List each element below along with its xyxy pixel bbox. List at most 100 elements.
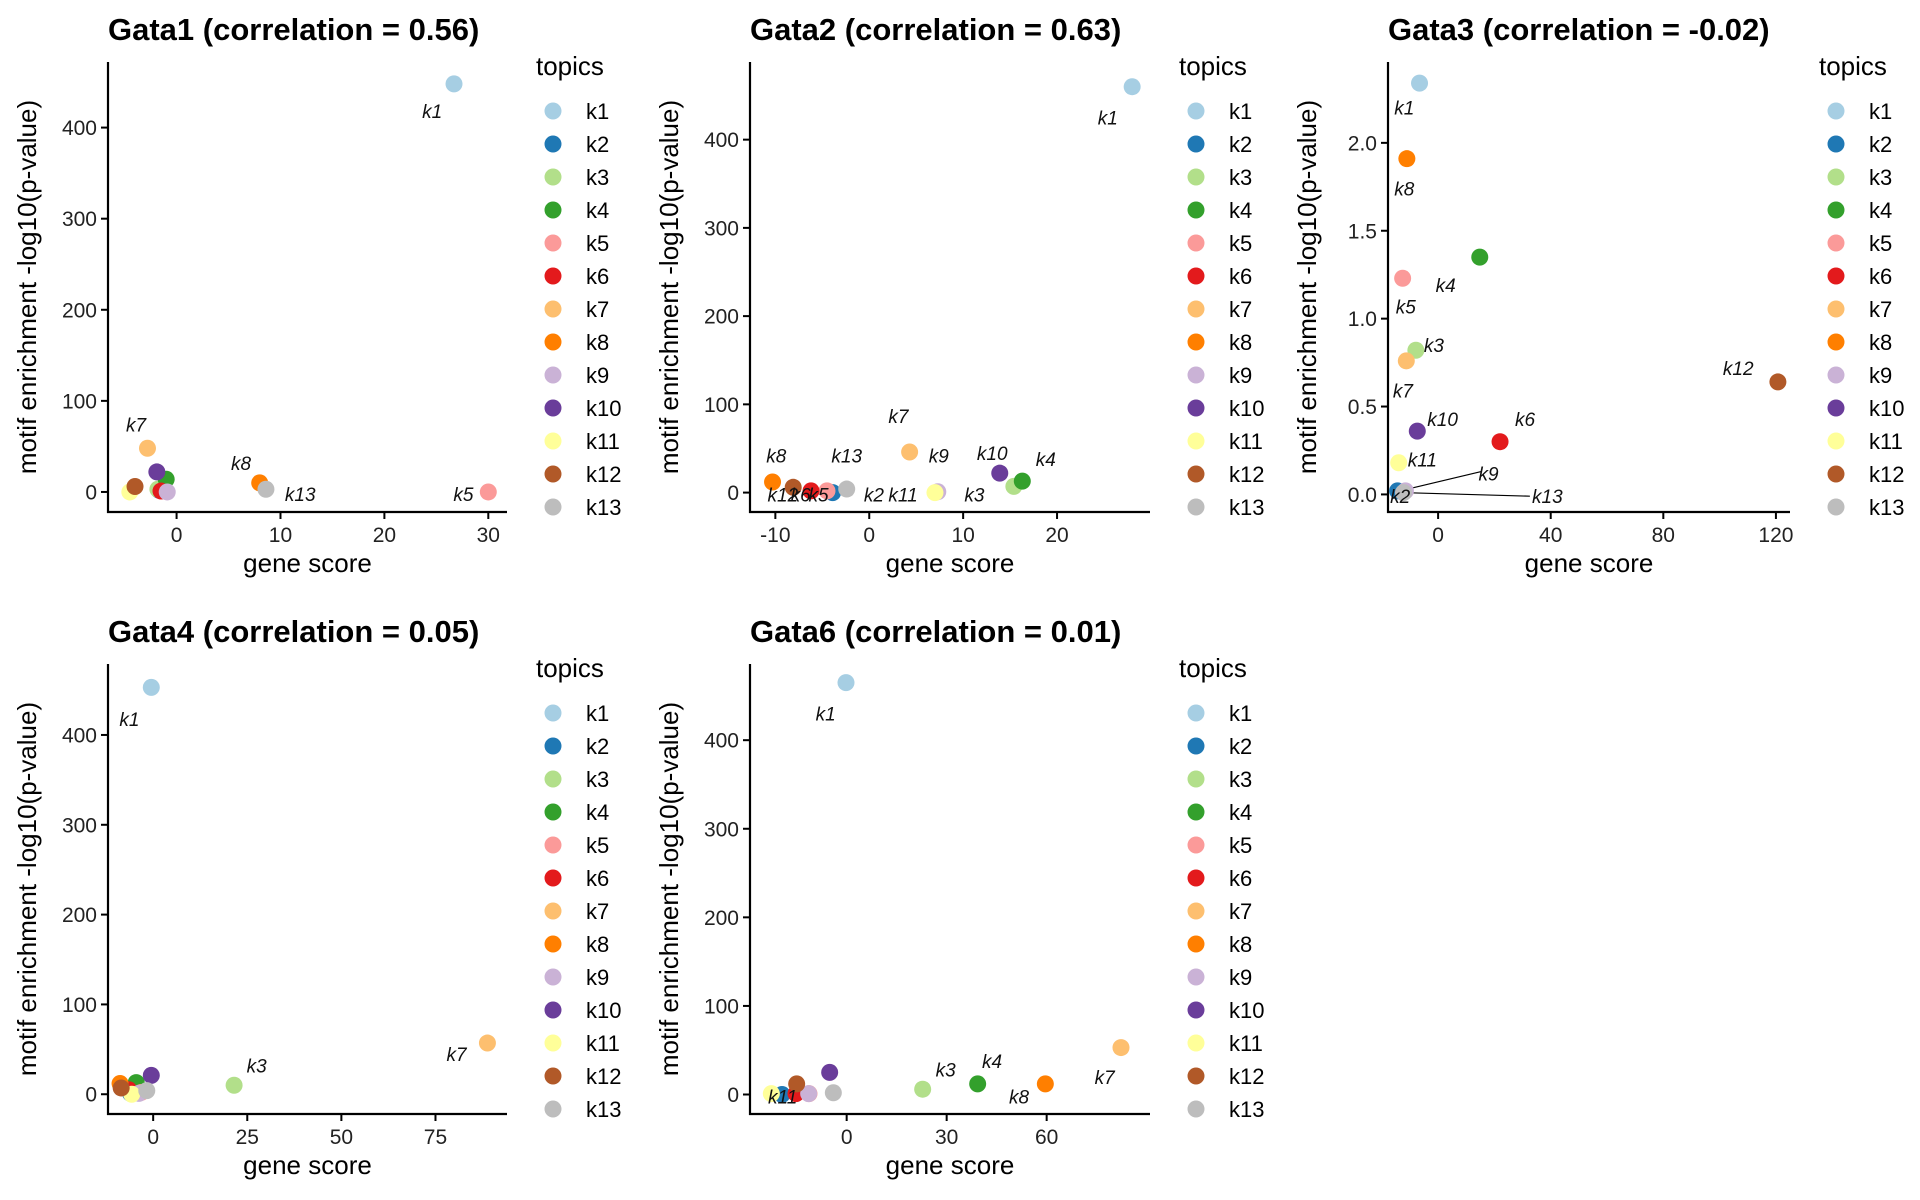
y-tick-label: 300 (62, 208, 97, 231)
label-leader-line (1407, 470, 1482, 490)
chart-title: Gata2 (correlation = 0.63) (750, 12, 1121, 47)
point-label: k5 (809, 485, 830, 506)
point-label: k13 (831, 447, 862, 468)
legend-swatch-k13 (1187, 1100, 1205, 1118)
legend-swatch-k6 (544, 869, 562, 887)
legend-item-k5: k5 (586, 231, 609, 256)
x-tick-label: 50 (330, 1126, 353, 1149)
point-k11 (1390, 454, 1408, 472)
legend-swatch-k13 (1187, 498, 1205, 516)
point-k5 (818, 482, 836, 500)
x-tick-label: 75 (424, 1126, 447, 1149)
legend-item-k7: k7 (586, 899, 609, 924)
legend-swatch-k3 (544, 770, 562, 788)
legend-item-k8: k8 (1229, 932, 1252, 957)
chart-title: Gata1 (correlation = 0.56) (108, 12, 479, 47)
y-tick-label: 2.0 (1348, 132, 1377, 155)
legend-swatch-k9 (544, 968, 562, 986)
point-label: k13 (1532, 487, 1563, 508)
legend-item-k5: k5 (1869, 231, 1892, 256)
y-tick-label: 1.5 (1348, 220, 1377, 243)
point-k8 (1398, 150, 1416, 168)
legend-swatch-k4 (1187, 803, 1205, 821)
point-label: k7 (888, 407, 910, 428)
legend-item-k13: k13 (1229, 1097, 1264, 1122)
legend-item-k9: k9 (1869, 363, 1892, 388)
point-label: k8 (1394, 180, 1415, 201)
point-label: k10 (1427, 410, 1458, 431)
y-tick-label: 400 (62, 724, 97, 747)
point-label: k13 (285, 485, 316, 506)
legend-item-k12: k12 (1869, 462, 1904, 487)
legend-item-k6: k6 (586, 264, 609, 289)
legend-title: topics (536, 653, 604, 683)
legend-swatch-k1 (1187, 102, 1205, 120)
x-tick-label: 10 (951, 524, 974, 547)
legend-swatch-k8 (544, 333, 562, 351)
point-label: k6 (1515, 410, 1536, 431)
point-k12 (112, 1079, 130, 1097)
legend-item-k1: k1 (1869, 99, 1892, 124)
legend-item-k1: k1 (1229, 99, 1252, 124)
legend-item-k3: k3 (1229, 165, 1252, 190)
legend-swatch-k10 (1187, 399, 1205, 417)
point-k6 (802, 482, 820, 500)
y-tick-label: 400 (704, 730, 739, 753)
point-k12 (126, 477, 144, 495)
legend-item-k13: k13 (1869, 495, 1904, 520)
legend-item-k4: k4 (586, 800, 609, 825)
point-k9 (158, 483, 176, 501)
point-k1 (142, 678, 160, 696)
point-k7 (1112, 1039, 1130, 1057)
legend-item-k8: k8 (586, 932, 609, 957)
x-axis-label: gene score (243, 548, 372, 578)
point-k10 (142, 1066, 160, 1084)
point-label: k1 (1394, 99, 1414, 120)
legend-item-k2: k2 (1869, 132, 1892, 157)
point-k11 (762, 1085, 780, 1103)
y-axis-label: motif enrichment -log10(p-value) (1292, 100, 1322, 474)
point-label: k9 (1478, 464, 1499, 485)
legend-item-k2: k2 (586, 132, 609, 157)
legend-swatch-k12 (544, 1067, 562, 1085)
panel-4: Gata6 (correlation = 0.01) 0 100 200 300 400 0… (654, 614, 1264, 1180)
legend-swatch-k11 (1187, 1034, 1205, 1052)
legend-item-k4: k4 (1869, 198, 1892, 223)
point-label: k2 (864, 485, 885, 506)
legend-swatch-k8 (544, 935, 562, 953)
point-k1 (837, 674, 855, 692)
point-label: k3 (1424, 336, 1445, 357)
y-tick-label: 400 (704, 129, 739, 152)
legend-swatch-k2 (1187, 737, 1205, 755)
legend-swatch-k8 (1827, 333, 1845, 351)
point-label: k7 (1393, 382, 1415, 403)
y-tick-label: 1.0 (1348, 308, 1377, 331)
legend-swatch-k3 (1187, 168, 1205, 186)
point-label: k11 (768, 1087, 797, 1108)
point-k1 (445, 75, 463, 93)
point-label: k4 (1036, 450, 1056, 471)
legend-item-k8: k8 (586, 330, 609, 355)
legend-item-k5: k5 (1229, 231, 1252, 256)
x-tick-label: 80 (1652, 524, 1675, 547)
legend-swatch-k4 (1187, 201, 1205, 219)
legend-swatch-k7 (1187, 300, 1205, 318)
point-label: k1 (119, 710, 139, 731)
legend-item-k7: k7 (586, 297, 609, 322)
legend-item-k10: k10 (1229, 396, 1264, 421)
point-label: k11 (888, 485, 917, 506)
point-label: k12 (1723, 359, 1754, 380)
legend-item-k7: k7 (1229, 899, 1252, 924)
point-k1 (1411, 74, 1429, 92)
point-label: k7 (126, 416, 148, 437)
legend-item-k13: k13 (1229, 495, 1264, 520)
point-label: k10 (977, 444, 1008, 465)
point-label: k8 (231, 454, 252, 475)
legend-item-k10: k10 (586, 998, 621, 1023)
legend-swatch-k7 (1187, 902, 1205, 920)
point-k5 (1394, 269, 1412, 287)
legend-title: topics (536, 51, 604, 81)
point-k10 (821, 1063, 839, 1081)
panel-1: Gata2 (correlation = 0.63)0100200300400-… (654, 12, 1264, 578)
legend-item-k6: k6 (1869, 264, 1892, 289)
